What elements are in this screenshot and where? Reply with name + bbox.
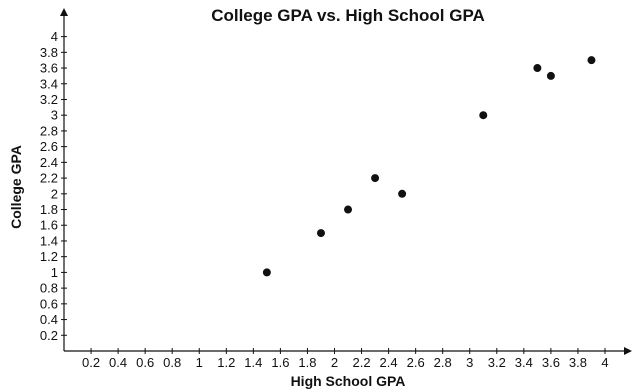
x-tick-label: 0.8 xyxy=(163,355,181,370)
y-tick-label: 0.4 xyxy=(40,312,58,327)
chart-title: College GPA vs. High School GPA xyxy=(211,6,485,25)
y-tick-label: 1.2 xyxy=(40,249,58,264)
y-tick-label: 1 xyxy=(51,265,58,280)
x-tick-label: 1 xyxy=(196,355,203,370)
y-tick-label: 3.2 xyxy=(40,92,58,107)
y-tick-label: 0.8 xyxy=(40,281,58,296)
x-tick-label: 1.8 xyxy=(298,355,316,370)
x-tick-label: 0.2 xyxy=(82,355,100,370)
x-tick-label: 1.4 xyxy=(244,355,262,370)
y-tick-label: 3.6 xyxy=(40,61,58,76)
x-tick-label: 3.8 xyxy=(569,355,587,370)
x-tick-label: 2.4 xyxy=(380,355,398,370)
data-point xyxy=(398,189,407,198)
x-tick-label: 3.2 xyxy=(488,355,506,370)
y-tick-label: 2.4 xyxy=(40,155,58,170)
x-tick-label: 2.2 xyxy=(353,355,371,370)
data-point xyxy=(262,268,271,277)
x-tick-label: 1.2 xyxy=(217,355,235,370)
y-tick-label: 3.4 xyxy=(40,76,58,91)
y-tick-label: 3.8 xyxy=(40,45,58,60)
y-axis-arrow xyxy=(60,8,68,16)
y-tick-label: 2.6 xyxy=(40,139,58,154)
y-tick-label: 1.8 xyxy=(40,202,58,217)
axes xyxy=(60,8,632,355)
x-tick-label: 2 xyxy=(331,355,338,370)
y-tick-label: 2.8 xyxy=(40,123,58,138)
data-point xyxy=(316,229,325,238)
x-tick-label: 3.6 xyxy=(542,355,560,370)
data-point xyxy=(344,205,353,214)
y-tick-label: 2.2 xyxy=(40,171,58,186)
y-tick-label: 1.6 xyxy=(40,218,58,233)
x-tick-label: 1.6 xyxy=(271,355,289,370)
y-tick-label: 0.2 xyxy=(40,328,58,343)
data-point xyxy=(587,56,596,65)
data-points xyxy=(262,56,596,277)
x-tick-label: 2.6 xyxy=(407,355,425,370)
y-tick-label: 3 xyxy=(51,108,58,123)
x-ticks: 0.2 0.4 0.6 0.8 1 1.2 1.4 1.6 1.8 2 2.2 2.4 2.6 2.8 3 3… xyxy=(82,348,609,370)
x-tick-label: 3 xyxy=(466,355,473,370)
x-tick-label: 2.8 xyxy=(434,355,452,370)
x-tick-label: 3.4 xyxy=(515,355,533,370)
y-tick-label: 1.4 xyxy=(40,233,58,248)
x-axis-arrow xyxy=(624,347,632,355)
data-point xyxy=(533,64,542,73)
y-axis-label: College GPA xyxy=(8,145,24,229)
x-tick-label: 0.4 xyxy=(109,355,127,370)
data-point xyxy=(371,174,380,183)
x-axis-label: High School GPA xyxy=(291,373,406,389)
data-point xyxy=(546,71,555,80)
y-tick-label: 2 xyxy=(51,186,58,201)
x-tick-label: 4 xyxy=(601,355,608,370)
data-point xyxy=(479,111,488,120)
y-ticks: 0.20.40.60.811.21.41.61.822.22.42.62.833… xyxy=(40,29,67,343)
y-tick-label: 4 xyxy=(51,29,58,44)
x-tick-label: 0.6 xyxy=(136,355,154,370)
y-tick-label: 0.6 xyxy=(40,296,58,311)
